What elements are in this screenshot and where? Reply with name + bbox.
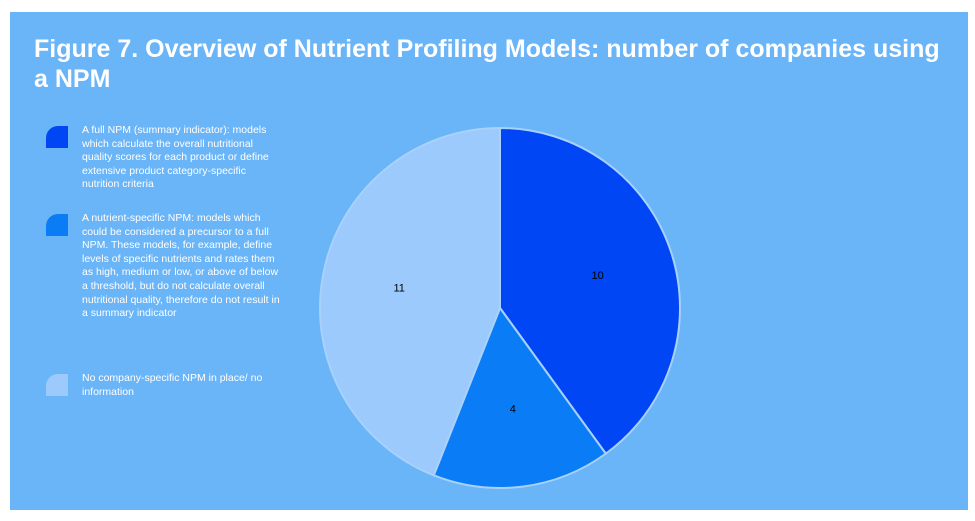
pie-slice (432, 305, 608, 489)
chart-title: Figure 7. Overview of Nutrient Profiling… (34, 35, 940, 93)
legend-label: A nutrient-specific NPM: models which co… (82, 212, 280, 320)
data-label: 10 (591, 270, 603, 282)
legend-swatch (46, 374, 68, 396)
legend-label: No company-specific NPM in place/ no inf… (82, 372, 263, 398)
legend-swatch (46, 214, 68, 236)
pie-slice (499, 126, 681, 456)
legend-label: A full NPM (summary indicator): models w… (82, 124, 269, 191)
legend-swatch (46, 126, 68, 148)
pie-slice (319, 126, 501, 477)
data-label: 11 (394, 283, 405, 295)
data-label: 4 (510, 404, 516, 416)
